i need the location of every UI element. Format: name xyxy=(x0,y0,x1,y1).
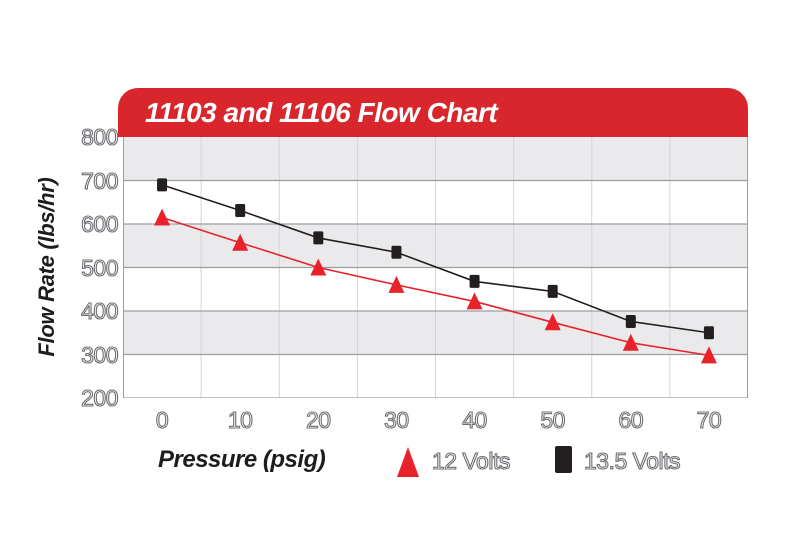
data-point-square xyxy=(625,314,636,328)
legend-triangle-icon xyxy=(397,447,419,477)
data-point-triangle xyxy=(622,333,639,351)
x-tick-label: 70 xyxy=(696,407,722,433)
x-tick-label: 0 xyxy=(155,407,169,433)
series-line-13-5-volts xyxy=(161,184,710,334)
y-tick-label: 700 xyxy=(81,167,119,194)
data-point-square xyxy=(235,204,246,218)
legend-label-13-5-volts: 13.5 Volts xyxy=(583,447,681,474)
y-axis-title: Flow Rate (lbs/hr) xyxy=(34,177,59,357)
data-point-triangle xyxy=(388,275,405,293)
legend-square-icon xyxy=(555,446,572,473)
x-tick-label: 30 xyxy=(384,407,410,433)
legend-label-12-volts: 12 Volts xyxy=(431,447,510,474)
data-point-triangle xyxy=(700,346,717,364)
y-tick-label: 200 xyxy=(81,385,119,411)
data-point-triangle xyxy=(154,208,171,226)
x-tick-label: 50 xyxy=(540,407,566,433)
x-tick-label: 10 xyxy=(227,407,253,433)
data-point-triangle xyxy=(232,233,249,251)
y-tick-label: 500 xyxy=(81,254,119,281)
data-point-square xyxy=(547,284,558,298)
y-tick-label: 400 xyxy=(81,298,119,324)
data-point-square xyxy=(313,231,324,245)
x-axis-title: Pressure (psig) xyxy=(158,446,326,473)
data-point-triangle xyxy=(310,258,327,276)
series-line-12-volts xyxy=(161,216,710,357)
data-point-square xyxy=(391,245,402,259)
y-tick-label: 800 xyxy=(81,124,119,150)
data-point-triangle xyxy=(544,313,561,331)
x-tick-label: 20 xyxy=(305,407,331,433)
y-tick-label: 600 xyxy=(81,211,119,237)
data-point-square xyxy=(157,178,168,192)
x-tick-label: 60 xyxy=(618,407,644,433)
y-tick-label: 300 xyxy=(81,341,119,368)
data-point-square xyxy=(703,326,714,340)
flow-chart-plot xyxy=(123,137,748,398)
chart-title: 11103 and 11106 Flow Chart xyxy=(145,96,498,128)
x-tick-label: 40 xyxy=(462,407,488,433)
data-point-square xyxy=(469,274,480,288)
chart-title-banner: 11103 and 11106 Flow Chart xyxy=(118,88,748,137)
data-point-triangle xyxy=(466,292,483,310)
